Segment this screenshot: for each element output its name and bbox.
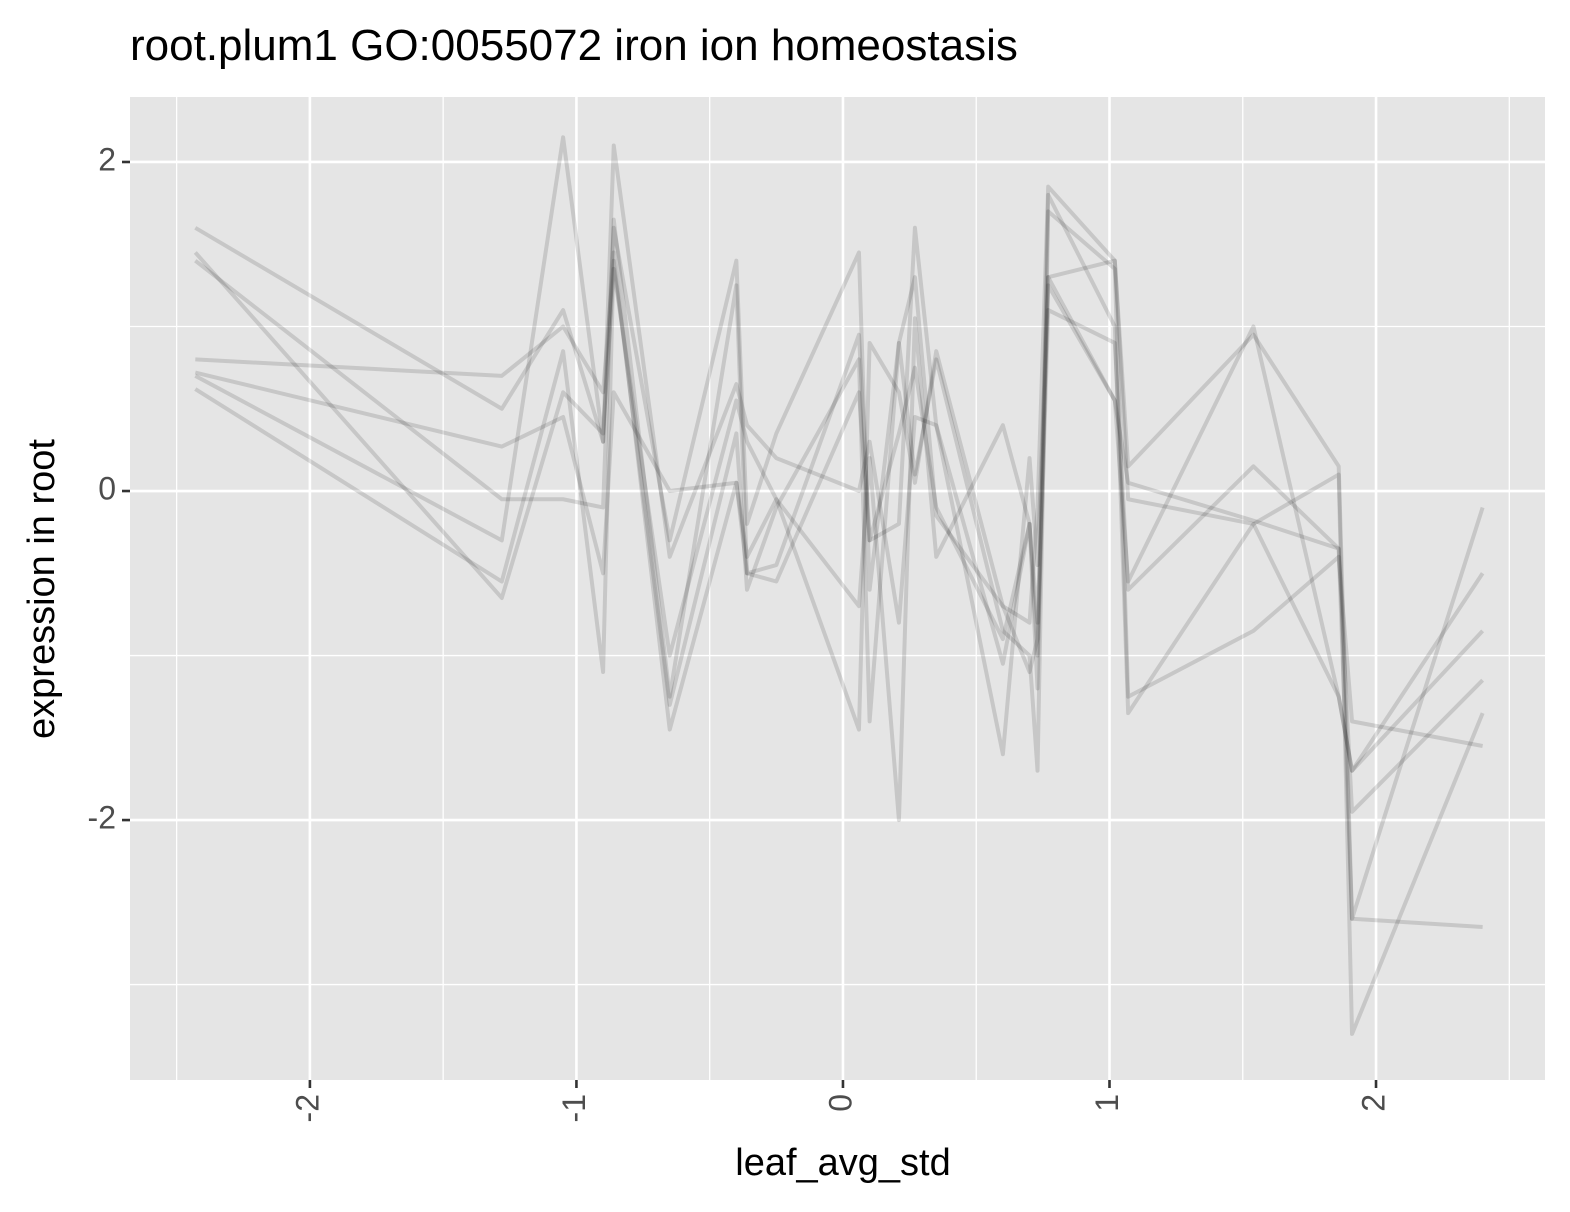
y-tick-label: -2 <box>88 800 116 836</box>
series-line <box>194 135 1485 773</box>
chart-title: root.plum1 GO:0055072 iron ion homeostas… <box>130 21 1018 70</box>
series-line <box>193 251 1485 773</box>
x-tick-label: -2 <box>289 1094 325 1122</box>
y-tick-label: 2 <box>98 141 116 177</box>
x-axis-title: leaf_avg_std <box>735 1142 951 1184</box>
x-tick-label: -1 <box>556 1094 592 1122</box>
x-tick-label: 0 <box>822 1094 858 1112</box>
series-line <box>194 192 1485 1036</box>
series-line <box>195 209 1484 773</box>
series-line <box>194 283 1483 929</box>
y-tick-label: 0 <box>98 470 116 506</box>
x-tick-label: 2 <box>1355 1094 1391 1112</box>
series-line <box>194 250 1485 814</box>
x-tick-label: 1 <box>1089 1094 1125 1112</box>
series-line <box>194 184 1485 921</box>
panel <box>130 97 1545 1080</box>
y-axis-title: expression in root <box>21 439 63 739</box>
